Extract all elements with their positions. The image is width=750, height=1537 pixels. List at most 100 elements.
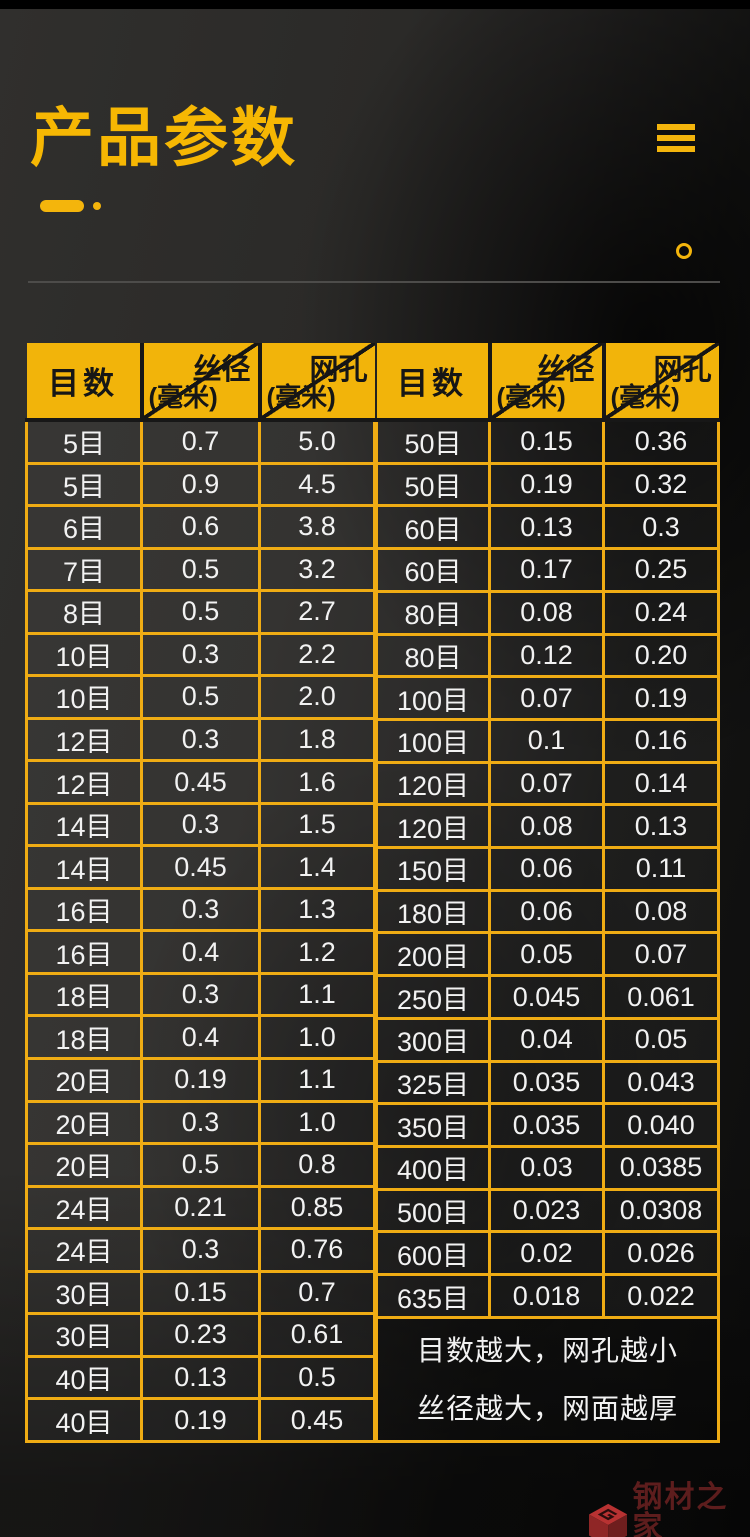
left-table-body: 5目 0.7 5.0 5目 0.9 4.5 6目 0.6 3.8 7目 0.5 3.2 8目 0.5 2.7…	[25, 418, 376, 1443]
mesh-count-cell: 300目	[375, 1016, 491, 1063]
note-line-1: 目数越大，网孔越小	[416, 1335, 678, 1367]
aperture-cell: 1.0	[258, 1014, 376, 1060]
wire-diameter-cell: 0.023	[488, 1187, 605, 1234]
watermark-name-cn: 钢材之家	[632, 1481, 729, 1537]
table-row: 100目 0.1 0.16	[375, 717, 720, 764]
aperture-cell: 0.7	[258, 1269, 376, 1316]
aperture-cell: 0.61	[258, 1312, 376, 1358]
column-header-mesh-count: 目数	[376, 343, 490, 422]
aperture-cell: 2.7	[258, 589, 376, 635]
hamburger-bar	[657, 124, 695, 130]
aperture-cell: 0.36	[602, 418, 720, 465]
table-row: 24目 0.3 0.76	[25, 1227, 376, 1273]
aperture-cell: 5.0	[258, 418, 376, 465]
table-row: 7目 0.5 3.2	[25, 546, 376, 593]
mesh-count-cell: 180目	[375, 888, 491, 935]
wire-diameter-cell: 0.5	[140, 589, 261, 635]
aperture-cell: 0.13	[602, 803, 720, 850]
aperture-label: 网孔	[653, 354, 712, 386]
mesh-count-cell: 5目	[25, 418, 143, 465]
column-header-aperture: 网孔 (毫米)	[601, 343, 719, 422]
aperture-cell: 1.5	[258, 801, 376, 848]
mesh-count-cell: 20目	[25, 1057, 143, 1103]
table-row: 8目 0.5 2.7	[25, 589, 376, 635]
wire-diameter-cell: 0.1	[488, 717, 605, 764]
aperture-cell: 1.1	[258, 1057, 376, 1103]
aperture-cell: 0.76	[258, 1227, 376, 1273]
mesh-count-cell: 24目	[25, 1227, 143, 1273]
aperture-cell: 0.043	[602, 1059, 720, 1106]
mesh-count-cell: 14目	[25, 801, 143, 848]
mesh-count-cell: 12目	[25, 759, 143, 805]
mesh-count-cell: 16目	[25, 886, 143, 933]
wire-diameter-cell: 0.4	[140, 929, 261, 975]
wire-diameter-cell: 0.5	[140, 674, 261, 720]
mesh-count-cell: 400目	[375, 1144, 491, 1191]
cube-logo-icon	[589, 1503, 628, 1537]
table-row: 16目 0.3 1.3	[25, 886, 376, 933]
aperture-cell: 0.25	[602, 547, 720, 593]
aperture-cell: 0.05	[602, 1016, 720, 1063]
mesh-count-cell: 150目	[375, 846, 491, 892]
title-underline-dot	[93, 202, 101, 210]
table-row: 150目 0.06 0.11	[375, 846, 720, 892]
wire-diameter-cell: 0.06	[488, 888, 605, 935]
table-row: 100目 0.07 0.19	[375, 675, 720, 721]
aperture-cell: 0.08	[602, 888, 720, 935]
mesh-count-cell: 120目	[375, 803, 491, 850]
section-divider	[28, 281, 720, 283]
aperture-cell: 0.040	[602, 1102, 720, 1148]
table-row: 120目 0.07 0.14	[375, 760, 720, 807]
unit-label: (毫米)	[610, 382, 680, 412]
mesh-count-cell: 635目	[375, 1273, 491, 1319]
aperture-cell: 0.0385	[602, 1144, 720, 1191]
unit-label: (毫米)	[148, 382, 218, 412]
table-row: 120目 0.08 0.13	[375, 803, 720, 850]
aperture-cell: 1.1	[258, 971, 376, 1018]
table-note: 目数越大，网孔越小 丝径越大，网面越厚	[375, 1316, 720, 1443]
note-line-2: 丝径越大，网面越厚	[416, 1392, 678, 1424]
table-row: 10目 0.3 2.2	[25, 631, 376, 678]
table-header-row: 目数 丝径 (毫米) 网孔 (毫米)	[26, 343, 375, 422]
aperture-cell: 0.45	[258, 1397, 376, 1443]
table-row: 600目 0.02 0.026	[375, 1230, 720, 1277]
circle-outline-icon	[676, 243, 692, 259]
table-row: 500目 0.023 0.0308	[375, 1187, 720, 1234]
unit-label: (毫米)	[496, 382, 566, 412]
wire-diameter-cell: 0.19	[140, 1057, 261, 1103]
spec-table-right: 目数 丝径 (毫米) 网孔 (毫米) 50目 0.15 0.36 50目 0.19 0.3…	[375, 343, 720, 1443]
wire-diameter-cell: 0.15	[488, 418, 605, 465]
table-row: 5目 0.9 4.5	[25, 461, 376, 508]
aperture-cell: 2.0	[258, 674, 376, 720]
aperture-cell: 1.0	[258, 1099, 376, 1146]
table-row: 20目 0.5 0.8	[25, 1142, 376, 1188]
aperture-cell: 0.3	[602, 504, 720, 551]
hamburger-menu-icon[interactable]	[657, 124, 695, 152]
wire-diameter-cell: 0.07	[488, 760, 605, 807]
wire-diameter-cell: 0.17	[488, 547, 605, 593]
wire-diameter-cell: 0.5	[140, 1142, 261, 1188]
mesh-count-cell: 12目	[25, 716, 143, 763]
mesh-count-cell: 500目	[375, 1187, 491, 1234]
wire-diameter-cell: 0.045	[488, 974, 605, 1020]
aperture-cell: 0.19	[602, 675, 720, 721]
mesh-count-cell: 10目	[25, 631, 143, 678]
table-row: 10目 0.5 2.0	[25, 674, 376, 720]
table-row: 18目 0.3 1.1	[25, 971, 376, 1018]
watermark-logo: 钢材之家 GANG CAI ZHI JIA	[589, 1483, 750, 1537]
mesh-count-cell: 60目	[375, 504, 491, 551]
wire-diameter-cell: 0.03	[488, 1144, 605, 1191]
mesh-count-cell: 16目	[25, 929, 143, 975]
mesh-count-cell: 18目	[25, 971, 143, 1018]
mesh-count-cell: 24目	[25, 1184, 143, 1231]
aperture-cell: 3.2	[258, 546, 376, 593]
wire-diameter-cell: 0.035	[488, 1102, 605, 1148]
mesh-count-cell: 120目	[375, 760, 491, 807]
table-row: 14目 0.45 1.4	[25, 844, 376, 890]
wire-diameter-cell: 0.04	[488, 1016, 605, 1063]
column-header-wire-diameter: 丝径 (毫米)	[487, 343, 604, 422]
wire-diameter-cell: 0.06	[488, 846, 605, 892]
table-row: 16目 0.4 1.2	[25, 929, 376, 975]
wire-diameter-cell: 0.9	[140, 461, 261, 508]
